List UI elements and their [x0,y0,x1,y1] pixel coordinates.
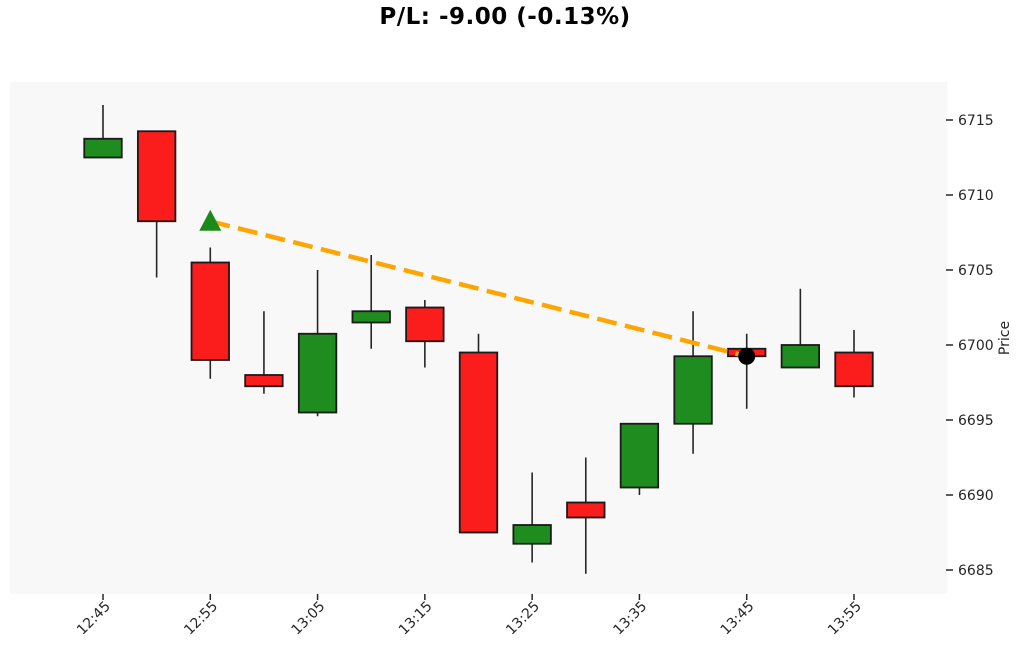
x-tick: 12:45 [74,599,114,639]
x-tick: 12:55 [181,599,221,639]
candle-body [673,355,713,425]
candle-body [619,422,660,489]
candle-body [512,524,552,545]
x-tick-label: 13:55 [825,599,865,639]
x-tick: 13:35 [610,599,650,639]
y-tick-label: 6700 [958,338,994,354]
candle-body [190,261,230,361]
chart-title: P/L: -9.00 (-0.13%) [379,4,631,30]
x-tick: 13:05 [289,599,329,639]
entry-marker-icon [199,209,222,231]
y-tick-label: 6710 [958,188,994,204]
candle-13:05 [297,270,338,417]
x-tick-label: 13:35 [610,599,650,639]
candle-13:25 [512,472,552,563]
y-axis-label: Price [997,321,1013,355]
candle-body [83,137,123,159]
candle-13:15 [405,300,445,368]
candle-body [405,306,445,343]
x-tick: 13:25 [503,599,543,639]
candle-13:50 [780,288,821,369]
trade-line [209,219,748,359]
candle-body [351,310,391,324]
y-tick-label: 6685 [958,563,994,579]
candle-12:45 [83,105,123,159]
candle-12:55 [190,247,230,379]
candle-13:20 [458,333,499,534]
y-tick-label: 6705 [958,263,994,279]
x-tick: 13:45 [718,599,758,639]
candle-13:40 [673,311,713,454]
candle-body [244,374,284,388]
candle-12:50 [136,130,177,278]
y-tick-label: 6715 [958,113,994,129]
candle-body [458,351,499,534]
candle-body [297,332,338,414]
x-tick-label: 12:55 [181,599,221,639]
x-tick-label: 13:15 [396,599,436,639]
exit-marker-icon [738,347,756,365]
x-tick: 13:55 [825,599,865,639]
candle-13:00 [244,311,284,394]
x-tick-label: 13:05 [289,599,329,639]
candle-body [780,344,821,369]
candle-13:55 [834,330,874,398]
x-tick-label: 13:25 [503,599,543,639]
candle-13:35 [619,422,660,495]
candle-body [136,130,177,223]
y-tick-label: 6690 [958,488,994,504]
x-tick-label: 13:45 [718,599,758,639]
y-tick-label: 6695 [958,413,994,429]
candle-body [566,501,606,519]
x-tick-label: 12:45 [74,599,114,639]
candle-13:30 [566,457,606,574]
candle-body [834,351,874,388]
x-tick: 13:15 [396,599,436,639]
candle-13:10 [351,255,391,349]
